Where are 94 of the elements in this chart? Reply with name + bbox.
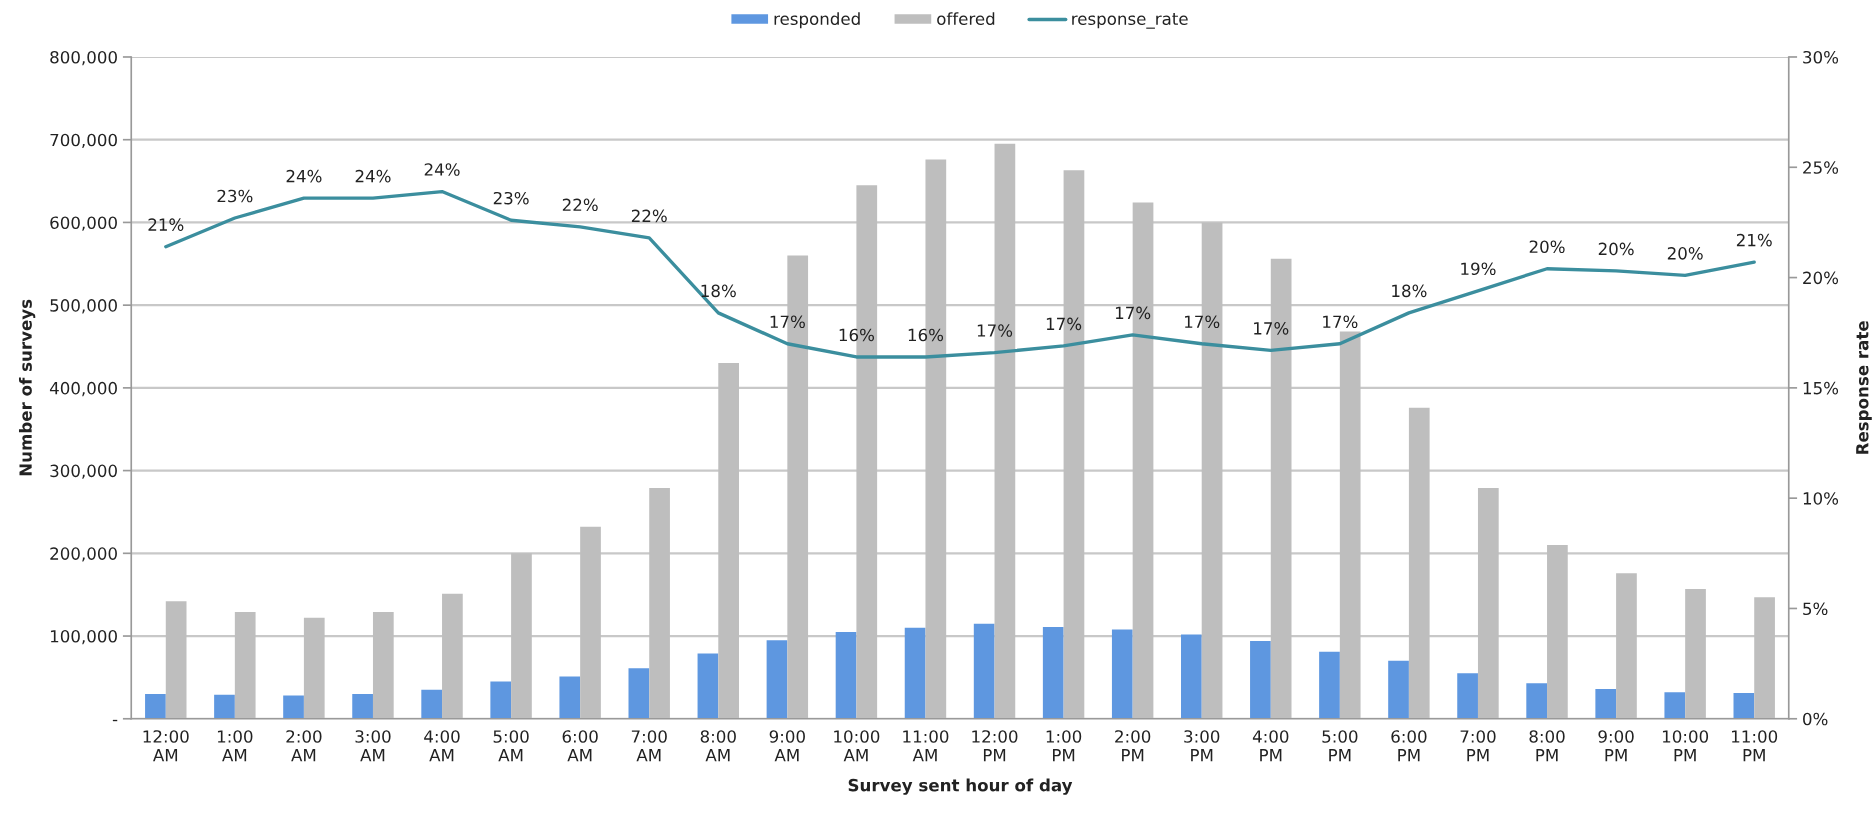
x-tick-label: 6:00 PM bbox=[1391, 730, 1427, 762]
data-label: 17% bbox=[977, 324, 1013, 337]
bar bbox=[1664, 692, 1686, 719]
y2-tick-label: 15% bbox=[1803, 381, 1839, 395]
data-label: 21% bbox=[148, 218, 184, 231]
bar bbox=[904, 627, 926, 719]
y2-tick-label: 0% bbox=[1803, 712, 1828, 726]
bar bbox=[1595, 688, 1617, 719]
data-label: 17% bbox=[1254, 322, 1289, 335]
data-label: 23% bbox=[217, 189, 253, 203]
x-tick-label: 1:00 PM bbox=[1046, 730, 1082, 762]
y2-tick-label: 20% bbox=[1803, 271, 1839, 285]
data-label: 23% bbox=[493, 191, 529, 205]
x-tick-label: 2:00 PM bbox=[1115, 730, 1151, 762]
data-label: 17% bbox=[1046, 317, 1082, 331]
y2-tick-label: 5% bbox=[1803, 602, 1828, 616]
bar bbox=[214, 694, 235, 719]
data-label: 17% bbox=[1185, 315, 1220, 329]
x-tick-label: 1:00 AM bbox=[217, 730, 253, 762]
data-label: 24% bbox=[286, 169, 322, 183]
data-label: 24% bbox=[424, 163, 460, 176]
bar bbox=[1250, 641, 1271, 719]
data-label: 17% bbox=[1323, 315, 1358, 329]
legend-label: responded bbox=[774, 12, 860, 29]
bar bbox=[973, 623, 995, 719]
bar bbox=[490, 681, 512, 719]
x-tick-label: 10:00 PM bbox=[1662, 730, 1709, 762]
x-tick-label: 3:00 PM bbox=[1184, 730, 1220, 762]
data-label: 18% bbox=[1392, 284, 1427, 298]
x-tick-label: 9:00 PM bbox=[1598, 730, 1634, 762]
bar bbox=[766, 640, 788, 719]
y2-tick-label: 10% bbox=[1803, 492, 1839, 505]
x-tick-label: 2:00 AM bbox=[286, 730, 322, 762]
bar bbox=[145, 693, 166, 719]
data-label: 20% bbox=[1667, 247, 1703, 260]
bar bbox=[421, 689, 443, 719]
legend-label: offered bbox=[937, 12, 995, 26]
y-tick-label: 400,000 bbox=[49, 381, 117, 397]
data-label: 16% bbox=[908, 328, 944, 342]
x-tick-label: 5:00 AM bbox=[493, 730, 529, 762]
data-label: 17% bbox=[1115, 306, 1151, 320]
data-label: 18% bbox=[701, 284, 736, 298]
x-tick-label: 9:00 AM bbox=[769, 730, 805, 762]
x-tick-label: 4:00 PM bbox=[1252, 730, 1289, 762]
x-tick-label: 5:00 PM bbox=[1322, 730, 1358, 762]
data-label: 20% bbox=[1529, 240, 1565, 254]
y2-axis-title: Response rate bbox=[1856, 321, 1872, 454]
x-tick-label: 4:00 AM bbox=[424, 730, 460, 762]
data-label: 24% bbox=[355, 169, 391, 183]
bar bbox=[1733, 693, 1755, 719]
y2-tick-label: 30% bbox=[1803, 50, 1839, 64]
data-label: 17% bbox=[770, 315, 805, 329]
x-tick-label: 7:00 AM bbox=[631, 730, 667, 762]
bar bbox=[1042, 626, 1064, 719]
y-tick-label: 800,000 bbox=[50, 50, 117, 66]
legend-label: response_rate bbox=[1072, 13, 1188, 29]
y-tick-label: 100,000 bbox=[50, 630, 117, 645]
y2-tick-label: 25% bbox=[1803, 161, 1839, 174]
bar bbox=[1319, 651, 1340, 719]
bar bbox=[835, 631, 857, 719]
x-tick-label: 8:00 AM bbox=[700, 730, 736, 762]
bar bbox=[352, 693, 373, 719]
bar bbox=[628, 668, 650, 719]
x-tick-label: 12:00 AM bbox=[143, 730, 189, 762]
data-label: 22% bbox=[631, 209, 667, 223]
x-axis-title: Survey sent hour of day bbox=[848, 778, 1073, 795]
y-tick-label: 200,000 bbox=[50, 547, 117, 562]
data-label: 20% bbox=[1598, 242, 1634, 256]
y-tick-label: 300,000 bbox=[50, 464, 117, 479]
bar bbox=[1111, 629, 1133, 719]
bar bbox=[1388, 660, 1409, 719]
bar bbox=[1181, 634, 1202, 719]
x-tick-label: 3:00 AM bbox=[355, 730, 391, 762]
data-label: 22% bbox=[562, 198, 598, 212]
data-label: 19% bbox=[1461, 262, 1496, 276]
data-label: 21% bbox=[1736, 233, 1772, 247]
x-tick-label: 7:00 PM bbox=[1460, 730, 1496, 762]
y-tick-label: 500,000 bbox=[50, 299, 117, 314]
data-label: 16% bbox=[839, 328, 875, 342]
x-tick-label: 12:00 PM bbox=[972, 730, 1018, 762]
y-tick-label: - bbox=[112, 719, 118, 722]
bar bbox=[1526, 683, 1548, 719]
x-tick-label: 6:00 AM bbox=[562, 730, 598, 762]
x-tick-label: 11:00 AM bbox=[903, 730, 949, 762]
bar bbox=[1457, 673, 1478, 719]
x-tick-label: 11:00 PM bbox=[1732, 730, 1778, 762]
y-tick-label: 700,000 bbox=[50, 133, 117, 148]
x-tick-label: 8:00 PM bbox=[1529, 730, 1565, 762]
bar bbox=[697, 653, 719, 719]
x-tick-label: 10:00 AM bbox=[834, 730, 880, 762]
bar bbox=[283, 695, 304, 719]
bar bbox=[559, 676, 581, 719]
y-tick-label: 600,000 bbox=[50, 216, 117, 231]
y-axis-title: Number of surveys bbox=[18, 299, 36, 476]
